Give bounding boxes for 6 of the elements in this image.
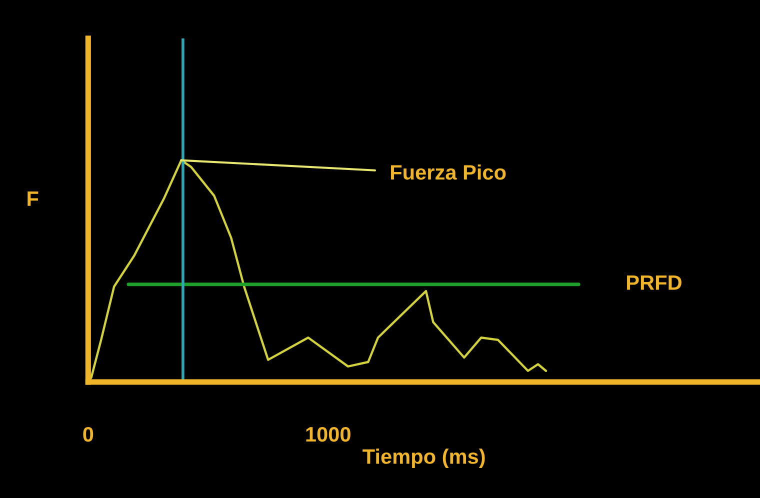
x-axis-title: Tiempo (ms) <box>362 448 485 468</box>
ref-line-label: PRFD <box>627 275 682 290</box>
annotation: Fuerza Pico <box>390 164 506 180</box>
y-axis-title: F <box>28 192 38 206</box>
x-tick-label: 0 <box>83 426 94 442</box>
x-tick-label: 1000 <box>306 426 350 442</box>
